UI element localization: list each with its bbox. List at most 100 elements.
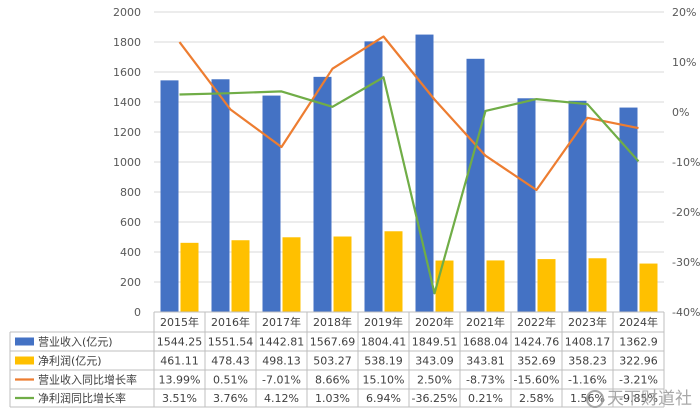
net-profit-bar [282,237,301,312]
right-tick-label: 10% [672,56,696,69]
left-tick-label: 1400 [113,96,141,109]
revenue-bar [262,95,281,313]
gridlines [154,11,664,283]
data-label: 1567.69 [310,336,356,349]
data-label: 1362.9 [619,336,658,349]
left-axis-ticks: 0 200 400 600 800 1000 1200 1400 1600 1800 2000 [113,6,141,319]
right-tick-label: -20% [672,206,700,219]
right-tick-label: -40% [672,306,700,319]
line-series [178,35,640,295]
net-profit-bar [588,258,607,312]
data-table: 2015年 2016年 2017年 2018年 2019年 2020年 2021年 2022年… [9,311,665,408]
left-tick-label: 1800 [113,36,141,49]
data-label: 498.13 [262,355,301,368]
legend-net-profit-growth-label: 净利润同比增长率 [38,391,126,405]
data-label: 1849.51 [412,336,458,349]
category-label: 2018年 [313,315,352,329]
revenue-bar [517,98,536,312]
data-label: 478.43 [211,355,250,368]
net-profit-bar [180,242,199,312]
category-label: 2015年 [160,315,199,329]
left-tick-label: 400 [120,246,141,259]
watermark-text: 天下财道社 [607,389,692,409]
left-tick-label: 0 [134,306,141,319]
category-label: 2020年 [415,315,454,329]
data-label: -1.16% [568,374,607,387]
data-label: 1551.54 [208,336,254,349]
right-tick-label: 20% [672,6,696,19]
revenue-bar [619,107,638,312]
data-label: 1408.17 [565,336,611,349]
data-label: 1424.76 [514,336,560,349]
data-label: 1544.25 [157,336,203,349]
right-tick-label: -30% [672,256,700,269]
data-label: 322.96 [619,355,658,368]
net-profit-bar [231,240,250,312]
data-label: 3.76% [213,392,248,405]
data-label: -36.25% [412,392,458,405]
left-tick-label: 1600 [113,66,141,79]
net-profit-bar [639,263,658,312]
data-label: 1804.41 [361,336,407,349]
left-tick-label: 200 [120,276,141,289]
data-label: 343.81 [466,355,505,368]
data-label: 1688.04 [463,336,509,349]
data-label: 2.58% [519,392,554,405]
data-label: 4.12% [264,392,299,405]
right-tick-label: 0% [672,106,689,119]
left-tick-label: 2000 [113,6,141,19]
watermark: 天下财道社 [586,384,692,409]
category-label: 2022年 [517,315,556,329]
left-tick-label: 600 [120,216,141,229]
left-tick-label: 1000 [113,156,141,169]
revenue-bar [568,100,587,312]
category-label: 2019年 [364,315,403,329]
data-label: 343.09 [415,355,454,368]
bar-series [160,34,658,313]
data-label: -7.01% [262,374,301,387]
category-label: 2021年 [466,315,505,329]
data-label: 3.51% [162,392,197,405]
data-label: 2.50% [417,374,452,387]
data-label: 1442.81 [259,336,305,349]
legend-net-profit-swatch [15,356,34,365]
net-profit-bar [333,236,352,312]
left-tick-label: 1200 [113,126,141,139]
net-profit-bar [384,231,403,312]
revenue-bar [466,58,485,312]
data-label: -8.73% [466,374,505,387]
data-label: 503.27 [313,355,352,368]
data-label: 6.94% [366,392,401,405]
revenue-bar [364,41,383,312]
data-label: 461.11 [160,355,199,368]
revenue-bar [211,79,230,312]
data-label: 1.03% [315,392,350,405]
net-profit-growth-line [179,76,640,295]
legend-revenue-swatch [15,337,34,346]
data-label: -15.60% [514,374,560,387]
data-label: 13.99% [159,374,201,387]
right-axis-ticks: -40% -30% -20% -10% 0% 10% 20% [672,6,700,319]
category-label: 2016年 [211,315,250,329]
revenue-growth-line [178,35,639,192]
category-label: 2017年 [262,315,301,329]
legend-net-profit-label: 净利润(亿元) [38,354,102,368]
left-tick-label: 800 [120,186,141,199]
category-label: 2023年 [568,315,607,329]
data-label: 15.10% [363,374,405,387]
data-label: 8.66% [315,374,350,387]
data-label: -9.85% [619,392,658,405]
revenue-bar [415,34,434,313]
legend-revenue-label: 营业收入(亿元) [38,335,113,349]
revenue-bar [313,76,332,312]
data-label: 0.21% [468,392,503,405]
net-profit-bar [537,259,556,312]
data-label: -3.21% [619,374,658,387]
category-label: 2024年 [619,315,658,329]
data-label: 0.51% [213,374,248,387]
legend-revenue-growth-label: 营业收入同比增长率 [38,373,137,387]
net-profit-bar [486,260,505,312]
watermark-logo-icon [586,390,604,408]
revenue-bar [160,80,179,312]
